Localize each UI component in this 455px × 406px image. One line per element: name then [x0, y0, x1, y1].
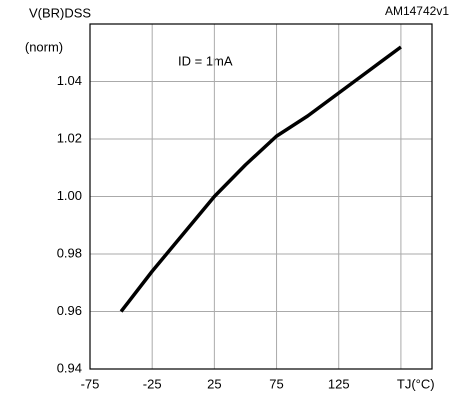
y-tick-label: 1.00: [57, 188, 82, 203]
figure-code: AM14742v1: [385, 4, 449, 18]
x-tick-label: 125: [328, 376, 350, 391]
x-tick-label: 75: [269, 376, 283, 391]
plot-frame: [89, 23, 433, 370]
y-tick-label: 0.96: [57, 303, 82, 318]
y-tick-label: 1.04: [57, 73, 82, 88]
data-line: [119, 45, 402, 313]
y-axis-unit: (norm): [25, 39, 63, 54]
y-tick-label: 0.98: [57, 245, 82, 260]
y-axis-label: V(BR)DSS: [29, 5, 91, 20]
x-tick-label: -75: [81, 376, 100, 391]
y-tick-label: 0.94: [57, 360, 82, 375]
y-tick-label: 1.02: [57, 130, 82, 145]
x-tick-label: 25: [207, 376, 221, 391]
annotation: ID = 1mA: [178, 53, 233, 68]
x-tick-label: TJ(°C): [397, 376, 435, 391]
x-tick-label: -25: [143, 376, 162, 391]
